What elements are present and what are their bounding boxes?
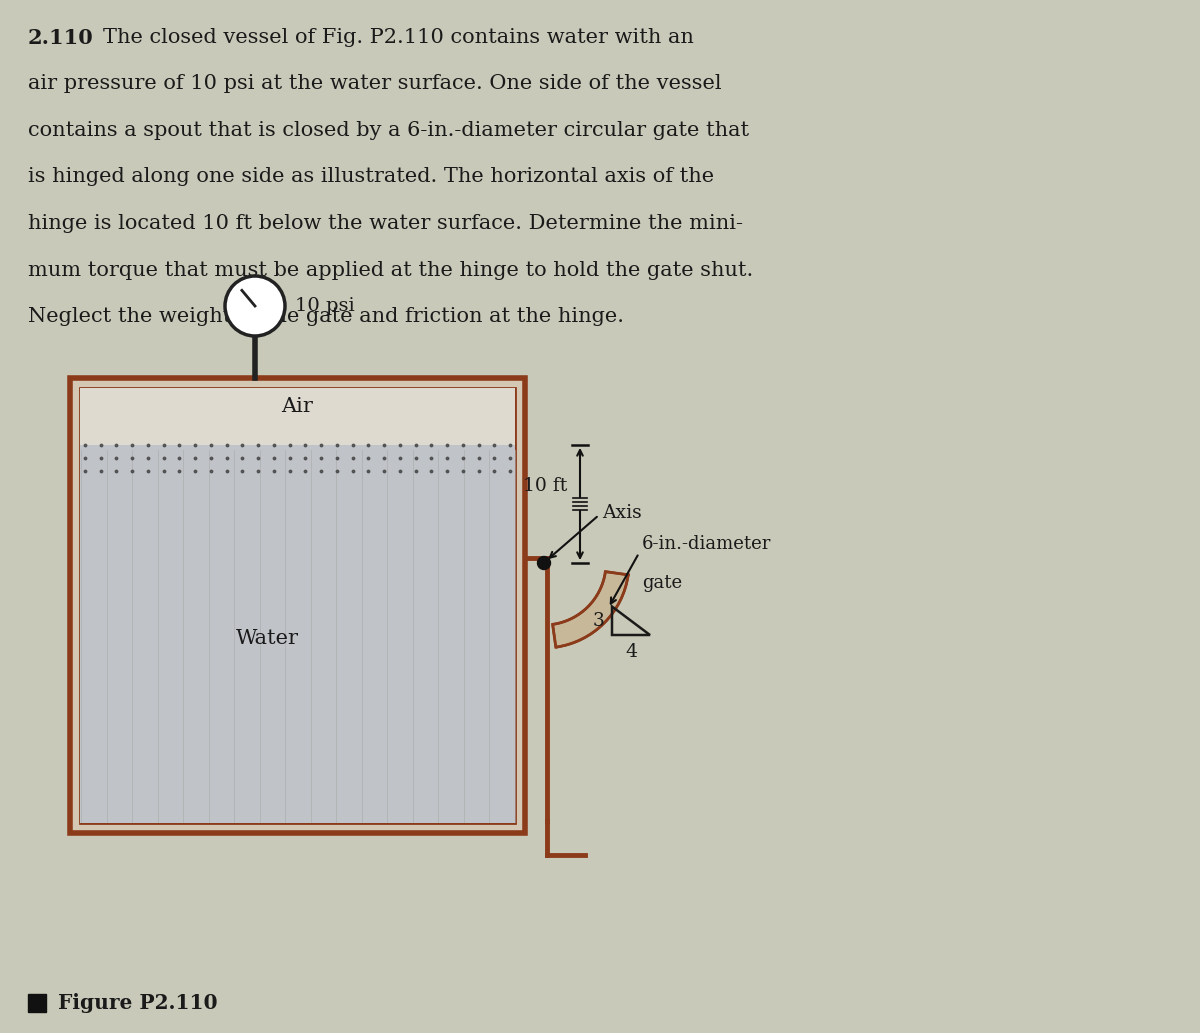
Text: Figure P2.110: Figure P2.110: [58, 993, 217, 1013]
Text: 6-in.-diameter: 6-in.-diameter: [642, 535, 772, 553]
Text: 3: 3: [592, 612, 604, 630]
Text: The closed vessel of Fig. P2.110 contains water with an: The closed vessel of Fig. P2.110 contain…: [103, 28, 694, 46]
Text: mum torque that must be applied at the hinge to hold the gate shut.: mum torque that must be applied at the h…: [28, 260, 754, 280]
Text: contains a spout that is closed by a 6-in.-diameter circular gate that: contains a spout that is closed by a 6-i…: [28, 121, 749, 140]
Bar: [70, 378, 526, 833]
Text: Axis: Axis: [602, 504, 642, 522]
Text: gate: gate: [642, 553, 682, 592]
Bar: [80, 445, 515, 823]
Text: 4: 4: [625, 643, 637, 661]
Text: Neglect the weight of the gate and friction at the hinge.: Neglect the weight of the gate and frict…: [28, 307, 624, 326]
Text: 10 psi: 10 psi: [295, 298, 355, 315]
Text: is hinged along one side as illustrated. The horizontal axis of the: is hinged along one side as illustrated.…: [28, 167, 714, 187]
Bar: [80, 388, 515, 823]
Bar: [28, 994, 46, 1012]
Circle shape: [538, 557, 551, 569]
Text: 10 ft: 10 ft: [523, 477, 568, 495]
Bar: [80, 388, 515, 445]
Text: hinge is located 10 ft below the water surface. Determine the mini-: hinge is located 10 ft below the water s…: [28, 214, 743, 233]
Circle shape: [226, 276, 286, 336]
Text: Air: Air: [282, 397, 313, 416]
Text: 2.110: 2.110: [28, 28, 94, 48]
Text: air pressure of 10 psi at the water surface. One side of the vessel: air pressure of 10 psi at the water surf…: [28, 74, 721, 94]
Text: Water: Water: [236, 629, 299, 649]
Polygon shape: [553, 571, 628, 647]
